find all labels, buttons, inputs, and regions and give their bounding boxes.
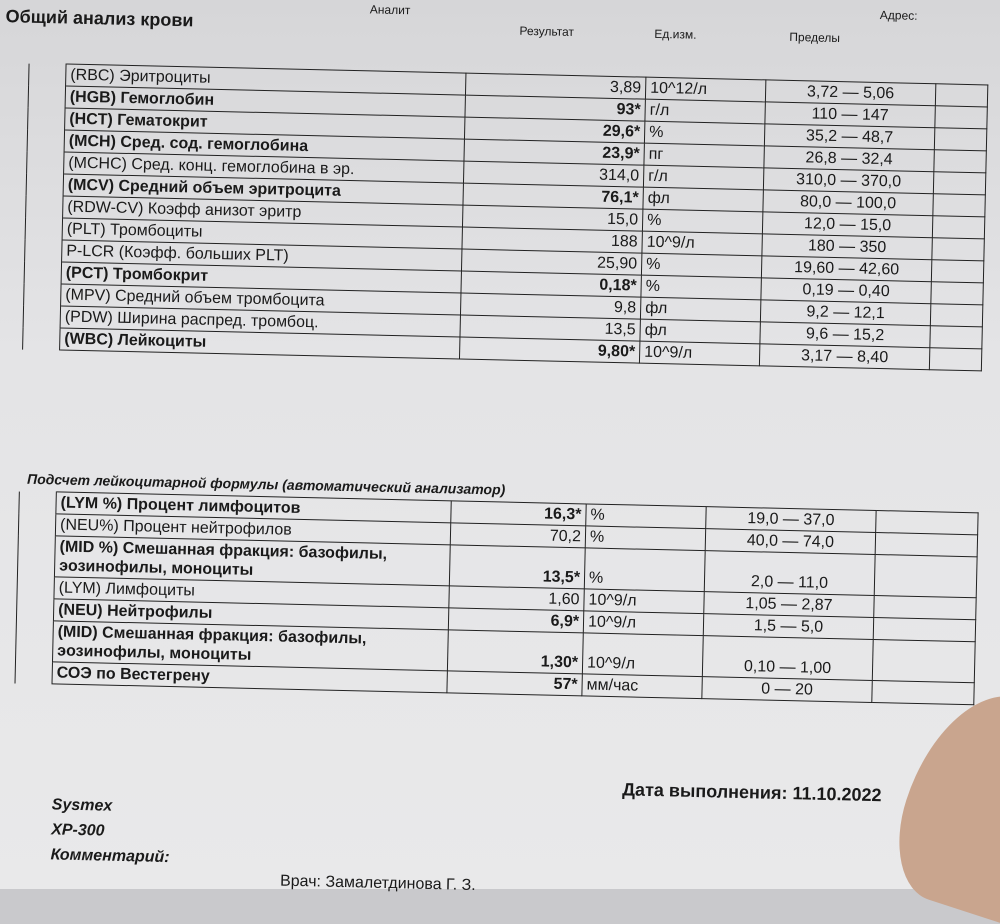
header-unit: Ед.изм. <box>654 26 697 42</box>
unit: 10^9/л <box>639 341 760 366</box>
result-value: 70,2 <box>450 522 586 548</box>
unit: % <box>644 121 765 146</box>
unit: фл <box>640 297 761 322</box>
indent-cell <box>28 63 67 87</box>
result-value: 16,3* <box>450 500 587 526</box>
indent-cell <box>23 283 62 306</box>
cbc-table: (RBC) Эритроциты 3,89 10^12/л 3,72 — 5,06 (H… <box>22 63 988 372</box>
paper <box>0 0 1000 889</box>
reference-range: 0,10 — 1,00 <box>702 635 874 681</box>
reference-range: 0 — 20 <box>701 676 873 703</box>
indent-cell <box>24 239 63 262</box>
header-range: Пределы <box>789 29 841 46</box>
header-result: Результат <box>519 23 575 40</box>
indent-cell <box>26 151 65 174</box>
extra-cell <box>873 595 977 620</box>
indent-cell <box>27 107 66 130</box>
extra-cell <box>933 171 986 195</box>
header-analyte: Аналит <box>369 2 411 18</box>
doctor-name: Врач: Замалетдинова Г. З. <box>279 872 476 895</box>
unit: г/л <box>643 165 764 190</box>
indent-cell <box>25 195 64 218</box>
unit: пг <box>643 143 765 168</box>
result-value: 1,30* <box>447 629 584 674</box>
reference-range: 2,0 — 11,0 <box>704 550 876 596</box>
indent-cell <box>16 576 55 599</box>
result-value: 9,80* <box>459 337 640 364</box>
indent-cell <box>18 491 57 514</box>
result-value: 6,9* <box>448 607 584 633</box>
unit: мм/час <box>581 673 703 699</box>
extra-cell <box>932 193 986 217</box>
unit: % <box>585 525 706 551</box>
extra-cell <box>931 237 985 261</box>
indent-cell <box>26 173 64 196</box>
section-title: Общий анализ крови <box>5 6 194 31</box>
unit: % <box>584 547 706 592</box>
extra-cell <box>873 617 976 642</box>
extra-cell <box>935 83 988 107</box>
indent-cell <box>28 85 66 109</box>
unit: фл <box>639 319 761 344</box>
unit: % <box>642 209 763 234</box>
extra-cell <box>931 259 984 283</box>
indent-cell <box>23 305 61 328</box>
extra-cell <box>875 510 979 535</box>
extra-cell <box>929 347 982 371</box>
unit: % <box>585 503 707 529</box>
extra-cell <box>929 325 983 349</box>
result-value: 1,60 <box>448 585 585 611</box>
unit: г/л <box>644 99 766 124</box>
header-address: Адрес: <box>879 7 918 23</box>
result-value: 13,5* <box>449 544 586 589</box>
unit: % <box>641 253 762 278</box>
extra-cell <box>874 554 978 598</box>
indent-cell <box>27 129 65 152</box>
extra-cell <box>934 105 988 129</box>
execution-date: Дата выполнения: 11.10.2022 <box>622 779 882 806</box>
indent-cell <box>15 661 53 684</box>
extra-cell <box>875 532 978 557</box>
extra-cell <box>871 680 975 705</box>
extra-cell <box>932 215 985 239</box>
unit: 10^9/л <box>582 632 704 677</box>
unit: % <box>640 275 762 300</box>
extra-cell <box>934 127 987 151</box>
indent-cell <box>16 598 54 621</box>
extra-cell <box>930 303 983 327</box>
extra-cell <box>933 149 987 173</box>
comment-label: Комментарий: <box>50 846 170 867</box>
unit: фл <box>642 187 764 212</box>
diff-table: (LYM %) Процент лимфоцитов 16,3*% 19,0 — 3… <box>14 491 979 706</box>
unit: 10^9/л <box>641 231 763 256</box>
indent-cell <box>24 261 62 284</box>
unit: 10^12/л <box>645 77 766 102</box>
indent-cell <box>15 620 54 662</box>
unit: 10^9/л <box>583 610 704 636</box>
indent-cell <box>25 217 63 240</box>
indent-cell <box>17 535 56 577</box>
unit: 10^9/л <box>583 588 705 614</box>
indent-cell <box>22 327 61 350</box>
extra-cell <box>872 639 976 683</box>
indent-cell <box>18 513 56 536</box>
analyzer-model: XP-300 <box>50 821 105 840</box>
analyzer-brand: Sysmex <box>51 796 113 815</box>
reference-range: 3,17 — 8,40 <box>759 343 930 370</box>
extra-cell <box>930 281 984 305</box>
result-value: 57* <box>446 670 583 696</box>
